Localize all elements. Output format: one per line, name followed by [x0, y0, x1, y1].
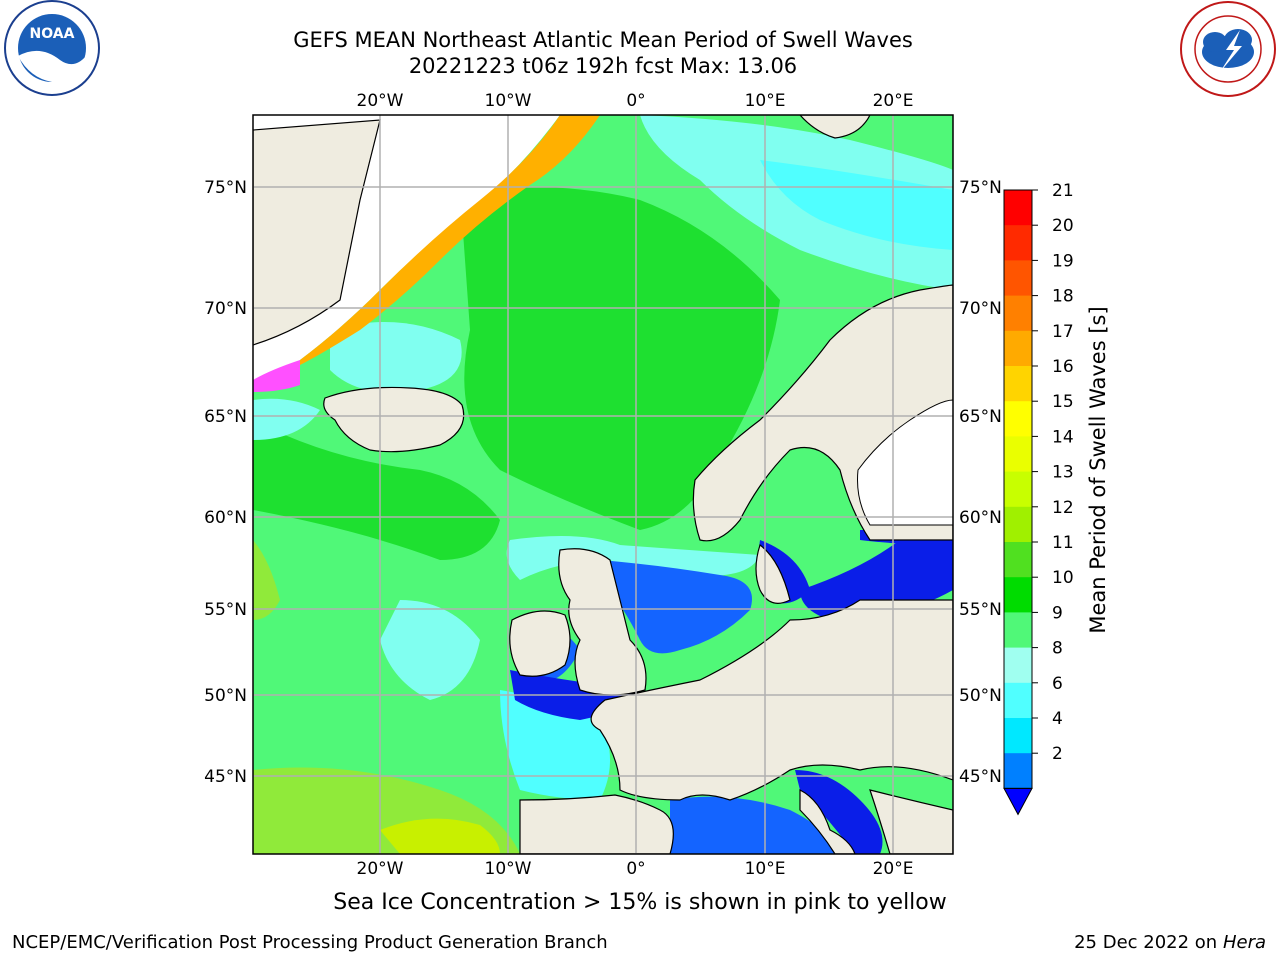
graticule — [253, 115, 953, 854]
colorbar-tick-label: 10 — [1052, 568, 1074, 588]
iberia — [519, 794, 674, 854]
lat-label-left-60n: 60°N — [204, 508, 247, 528]
colorbar-tick-label: 9 — [1052, 603, 1063, 623]
colorbar-tick-label: 20 — [1052, 216, 1074, 236]
colorbar-extend-arrow — [1003, 787, 1033, 816]
colorbar-tick-label: 8 — [1052, 639, 1063, 659]
colorbar-swatch — [1004, 542, 1032, 578]
colorbar: 21 20 19 18 17 16 15 14 13 12 11 10 9 8 6 4 2 — [1003, 181, 1074, 816]
colorbar-label: Mean Period of Swell Waves [s] — [1086, 306, 1110, 633]
colorbar-swatch — [1004, 682, 1032, 719]
lat-label-right-55n: 55°N — [959, 600, 1002, 620]
colorbar-swatch — [1004, 260, 1032, 297]
lat-label-right-60n: 60°N — [959, 508, 1002, 528]
colorbar-tick-label: 2 — [1052, 744, 1063, 764]
chart-subtitle: 20221223 t06z 192h fcst Max: 13.06 — [408, 54, 798, 78]
colorbar-tick-label: 14 — [1052, 427, 1074, 447]
zone-blue-adriatic — [795, 770, 883, 854]
nws-logo — [1180, 1, 1276, 97]
lat-label-right-50n: 50°N — [959, 686, 1002, 706]
balkans — [869, 789, 953, 854]
sea-ice-note: Sea Ice Concentration > 15% is shown in … — [333, 890, 947, 915]
colorbar-swatch — [1004, 577, 1032, 613]
colorbar-tick-label: 21 — [1052, 181, 1074, 201]
greenland-coast — [253, 119, 381, 346]
lon-label-top-20e: 20°E — [873, 91, 914, 111]
colorbar-swatch — [1004, 401, 1032, 437]
lat-label-left-70n: 70°N — [204, 299, 247, 319]
colorbar-tick-label: 11 — [1052, 533, 1074, 553]
ireland — [509, 610, 571, 677]
colorbar-tick-label: 4 — [1052, 709, 1063, 729]
footer-date-text: 25 Dec 2022 on — [1074, 932, 1218, 953]
colorbar-swatch — [1004, 471, 1032, 508]
zone-blue-baltic — [800, 535, 953, 620]
lon-label-bottom-10w: 10°W — [485, 859, 532, 879]
lon-label-top-10e: 10°E — [745, 91, 786, 111]
continental-europe — [590, 599, 953, 801]
sea-ice-edge-yellow — [300, 115, 600, 365]
lon-label-bottom-20w: 20°W — [357, 859, 404, 879]
lon-label-top-20w: 20°W — [357, 91, 404, 111]
colorbar-tick-label: 16 — [1052, 357, 1074, 377]
zone-blue-mediterranean — [670, 796, 840, 854]
colorbar-frame — [1003, 189, 1033, 789]
colorbar-tick-label: 6 — [1052, 674, 1063, 694]
lat-label-left-65n: 65°N — [204, 407, 247, 427]
colorbar-tick-label: 19 — [1052, 251, 1074, 271]
gulf-of-bothnia-ice — [857, 399, 953, 526]
zone-cyan-barents — [760, 160, 953, 250]
lat-label-left-50n: 50°N — [204, 686, 247, 706]
iceland — [323, 386, 465, 453]
noaa-logo: NOAA — [4, 0, 100, 96]
colorbar-tick-label: 17 — [1052, 322, 1074, 342]
colorbar-tick-label: 12 — [1052, 498, 1074, 518]
footer-date: 25 Dec 2022 on Hera — [1074, 932, 1266, 953]
zone-green-norwegian — [460, 186, 780, 530]
footer-credit: NCEP/EMC/Verification Post Processing Pr… — [12, 932, 608, 953]
colorbar-tick-label: 13 — [1052, 463, 1074, 483]
colorbar-swatch — [1004, 718, 1032, 754]
lat-label-left-55n: 55°N — [204, 600, 247, 620]
colorbar-swatch — [1004, 753, 1032, 789]
lat-label-left-75n: 75°N — [204, 178, 247, 198]
colorbar-tick-label: 15 — [1052, 392, 1074, 412]
colorbar-swatch — [1004, 330, 1032, 367]
colorbar-swatch — [1004, 366, 1032, 402]
lon-label-top-0: 0° — [626, 91, 645, 111]
noaa-logo-text: NOAA — [30, 26, 75, 42]
lon-label-top-10w: 10°W — [485, 91, 532, 111]
colorbar-swatch — [1004, 295, 1032, 332]
zone-green-west — [253, 420, 500, 560]
colorbar-swatch — [1004, 436, 1032, 473]
lat-label-left-45n: 45°N — [204, 767, 247, 787]
colorbar-swatch — [1004, 647, 1032, 684]
colorbar-swatch — [1004, 612, 1032, 649]
chart-title: GEFS MEAN Northeast Atlantic Mean Period… — [293, 28, 913, 52]
swell-period-map — [253, 115, 953, 854]
colorbar-swatch — [1004, 225, 1032, 261]
colorbar-swatch — [1004, 190, 1032, 226]
colorbar-swatch — [1004, 506, 1032, 543]
map-frame — [252, 114, 954, 855]
italy — [799, 789, 856, 854]
colorbar-tick-label: 18 — [1052, 287, 1074, 307]
svalbard — [799, 115, 871, 139]
lat-label-right-65n: 65°N — [959, 407, 1002, 427]
footer-host: Hera — [1222, 932, 1266, 953]
lat-label-right-75n: 75°N — [959, 178, 1002, 198]
lat-label-right-45n: 45°N — [959, 767, 1002, 787]
zone-blue-north-sea — [600, 560, 752, 654]
zone-cyan-north-sea-edge — [506, 536, 760, 580]
lon-label-bottom-0: 0° — [626, 859, 645, 879]
lon-label-bottom-10e: 10°E — [745, 859, 786, 879]
lat-label-right-70n: 70°N — [959, 299, 1002, 319]
sea-ice-edge — [253, 360, 300, 392]
lon-label-bottom-20e: 20°E — [873, 859, 914, 879]
zone-cyan-greenland — [330, 322, 462, 393]
